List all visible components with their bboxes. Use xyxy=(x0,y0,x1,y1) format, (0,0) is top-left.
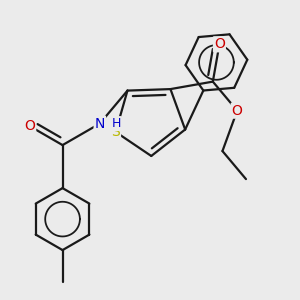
Text: N: N xyxy=(94,117,105,130)
Text: O: O xyxy=(24,119,35,133)
Text: O: O xyxy=(232,103,243,118)
Text: O: O xyxy=(214,37,225,51)
Text: S: S xyxy=(111,125,120,139)
Text: H: H xyxy=(112,117,121,130)
